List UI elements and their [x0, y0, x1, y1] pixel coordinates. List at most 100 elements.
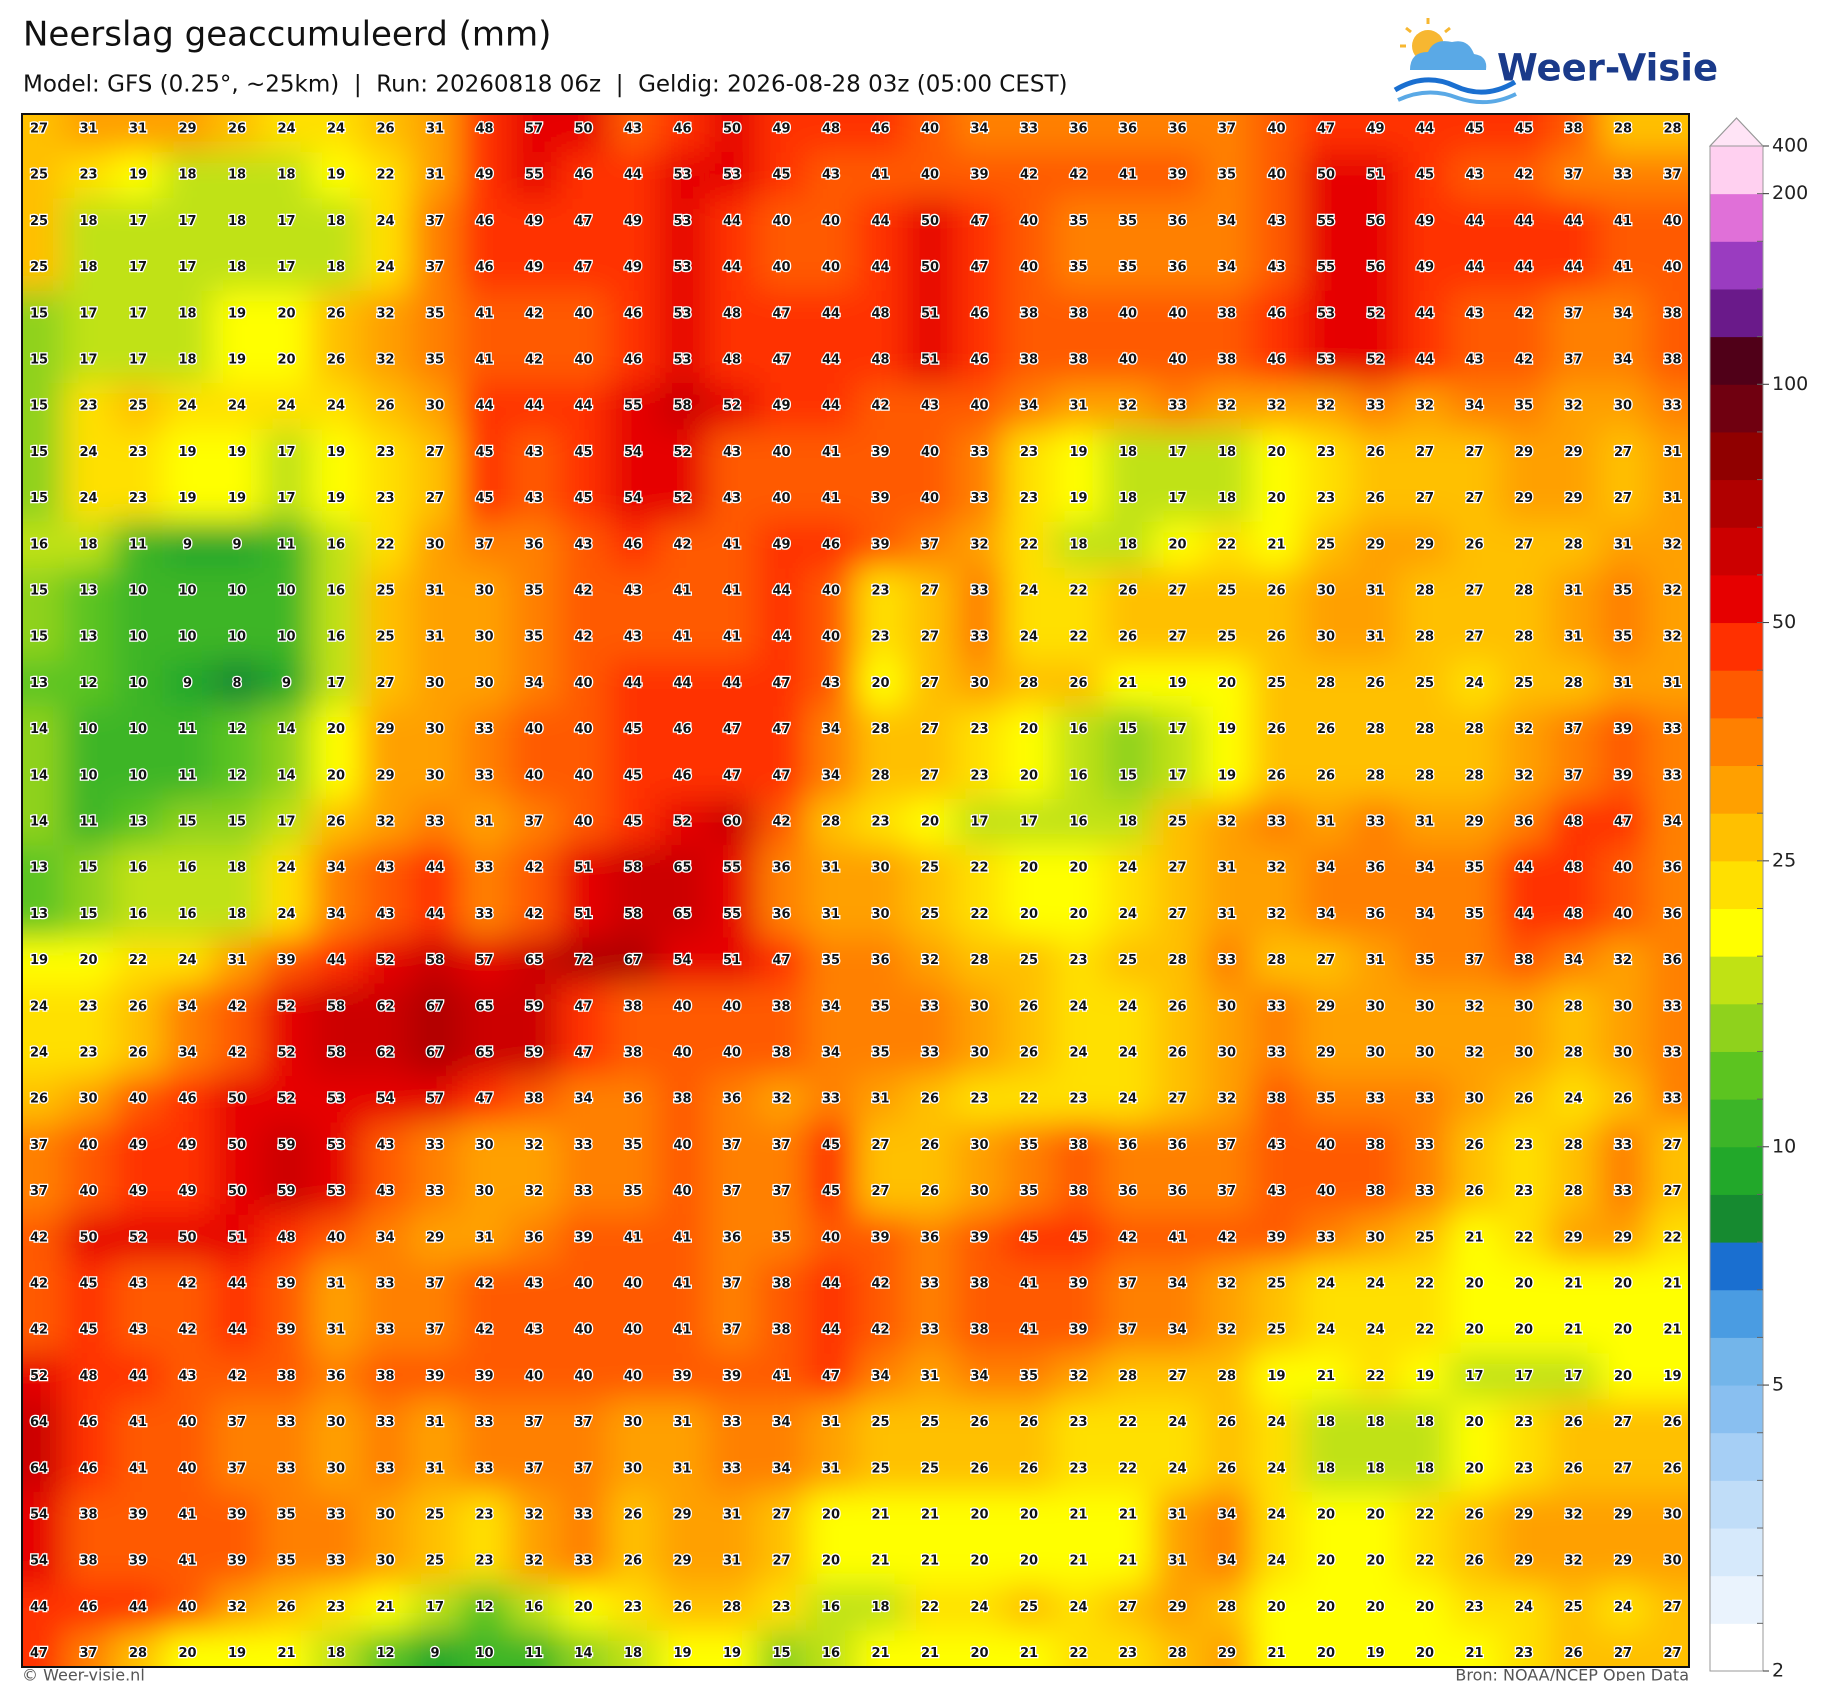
precip-cell [261, 845, 312, 892]
precip-value: 28 [1465, 768, 1483, 783]
precip-value: 40 [624, 1369, 642, 1384]
precip-value: 34 [327, 861, 345, 876]
precip-cell [162, 1076, 213, 1123]
colorbar-extend [1708, 117, 1765, 147]
precip-value: 37 [723, 1138, 741, 1153]
precip-value: 35 [1020, 1184, 1038, 1199]
precip-value: 33 [475, 861, 493, 876]
precip-value: 22 [1069, 584, 1087, 599]
precip-cell [1202, 614, 1253, 661]
precip-cell [509, 475, 560, 523]
precip-cell [1301, 614, 1352, 661]
precip-cell [1251, 1630, 1302, 1667]
precip-cell [806, 1260, 857, 1308]
precip-value: 42 [1020, 168, 1038, 183]
precip-value: 51 [921, 353, 939, 368]
precip-value: 15 [30, 630, 48, 645]
precip-value: 30 [970, 1138, 988, 1153]
precip-cell [360, 521, 411, 569]
precip-value: 42 [228, 1369, 246, 1384]
precip-value: 27 [1168, 907, 1186, 922]
precip-value: 18 [228, 861, 246, 876]
precip-value: 40 [1267, 122, 1285, 137]
precip-value: 38 [1366, 1138, 1384, 1153]
precip-value: 65 [525, 953, 543, 968]
precip-value: 15 [772, 1646, 790, 1661]
precip-value: 26 [970, 1461, 988, 1476]
precip-value: 53 [673, 214, 691, 229]
precip-value: 20 [1465, 1415, 1483, 1430]
precip-cell [558, 475, 609, 523]
precip-value: 34 [772, 1461, 790, 1476]
precip-value: 11 [178, 722, 196, 737]
precip-cell [311, 1491, 362, 1539]
precip-cell [1350, 1214, 1401, 1262]
precip-cell [657, 891, 708, 938]
precip-cell [459, 1538, 510, 1585]
precip-value: 35 [1515, 399, 1533, 414]
precip-cell [1152, 290, 1203, 338]
precip-value: 23 [1515, 1461, 1533, 1476]
precip-value: 26 [1267, 584, 1285, 599]
precip-cell [608, 429, 659, 476]
precip-value: 25 [1218, 630, 1236, 645]
precip-value: 36 [1663, 907, 1681, 922]
precip-cell [855, 336, 906, 384]
precip-cell [212, 1214, 263, 1262]
precip-value: 33 [475, 907, 493, 922]
precip-value: 35 [624, 1138, 642, 1153]
precip-cell [1350, 1122, 1401, 1169]
precip-value: 31 [1218, 907, 1236, 922]
precip-cell [1152, 1491, 1203, 1539]
precip-cell [459, 475, 510, 523]
precip-cell [162, 114, 213, 153]
precip-value: 33 [1366, 399, 1384, 414]
precip-value: 24 [1267, 1508, 1285, 1523]
precip-cell [261, 706, 312, 754]
precip-cell [1103, 1029, 1154, 1077]
colorbar-bin [1710, 765, 1763, 814]
precip-value: 33 [277, 1415, 295, 1430]
precip-value: 16 [1069, 768, 1087, 783]
precip-cell [905, 1630, 956, 1667]
precip-cell [311, 521, 362, 569]
precip-value: 50 [1317, 168, 1335, 183]
colorbar-bin [1710, 670, 1763, 719]
precip-cell [608, 706, 659, 754]
precip-value: 20 [1366, 1554, 1384, 1569]
precip-value: 40 [1317, 1138, 1335, 1153]
precip-value: 20 [1020, 907, 1038, 922]
precip-cell [954, 521, 1005, 569]
precip-value: 33 [327, 1508, 345, 1523]
precip-cell [1152, 1214, 1203, 1262]
precip-cell [360, 983, 411, 1031]
precip-cell [509, 1491, 560, 1539]
precip-value: 28 [871, 722, 889, 737]
precip-value: 23 [970, 768, 988, 783]
precip-cell [261, 891, 312, 938]
colorbar-bin [1710, 908, 1763, 957]
precip-cell [1449, 1168, 1500, 1216]
precip-cell [311, 798, 362, 846]
precip-cell [63, 198, 114, 245]
precip-value: 50 [178, 1230, 196, 1245]
precip-cell [1004, 429, 1055, 476]
precip-cell [162, 1029, 213, 1077]
precip-value: 47 [574, 214, 592, 229]
precip-cell [1202, 429, 1253, 476]
precip-value: 24 [1069, 999, 1087, 1014]
precip-cell [905, 290, 956, 338]
precip-value: 38 [624, 999, 642, 1014]
precip-value: 24 [79, 491, 97, 506]
precip-value: 39 [871, 491, 889, 506]
precip-value: 24 [30, 1046, 48, 1061]
precip-cell [707, 1168, 758, 1216]
precip-cell [1103, 1584, 1154, 1631]
precip-value: 43 [574, 537, 592, 552]
precip-cell [1202, 1399, 1253, 1447]
precip-cell [360, 1029, 411, 1077]
precip-cell [855, 614, 906, 661]
colorbar-bin [1710, 1385, 1763, 1434]
precip-cell [1548, 475, 1599, 523]
precip-cell [756, 1214, 807, 1262]
